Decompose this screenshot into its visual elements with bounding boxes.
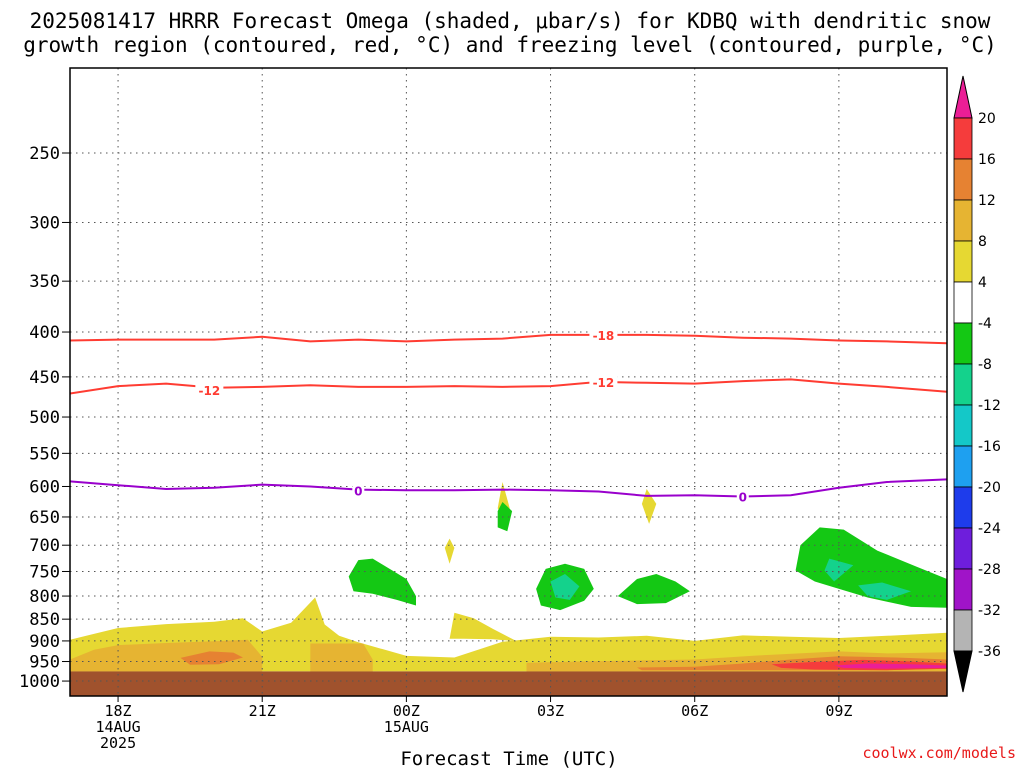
- omega-region-3: [444, 538, 455, 564]
- y-tick-label-12: 850: [29, 610, 60, 630]
- x-tick-label-2-1: 15AUG: [384, 718, 429, 736]
- y-tick-label-4: 450: [29, 368, 60, 388]
- colorbar-swatch-2: [953, 199, 973, 242]
- colorbar-swatch-7: [953, 404, 973, 447]
- contour-label-2-0: 0: [354, 484, 362, 498]
- x-tick-label-5-0: 09Z: [825, 702, 852, 720]
- colorbar-label-2: 12: [978, 193, 996, 209]
- omega-region-0: [70, 597, 947, 672]
- omega-region-19: [858, 582, 911, 600]
- y-tick-label-15: 1000: [19, 672, 60, 692]
- colorbar-swatch-10: [953, 527, 973, 570]
- colorbar: 20 16 12 8 4 -4 -8 -12 -16 -20 -24 -28 -32 -36: [953, 75, 1001, 693]
- y-tick-label-9: 700: [29, 536, 60, 556]
- colorbar-swatch-1: [953, 158, 973, 201]
- contour-label-bg-1-0: [195, 383, 224, 398]
- plot-frame: [69, 67, 948, 697]
- y-tick-label-7: 600: [29, 477, 60, 497]
- colorbar-top-arrow: [953, 75, 973, 119]
- contour-label-1-1: -12: [593, 376, 615, 390]
- colorbar-label-13: -36: [978, 644, 1001, 660]
- chart-title-line2: growth region (contoured, red, °C) and f…: [23, 33, 997, 57]
- contour-label-bg-2-1: [736, 489, 749, 504]
- colorbar-swatch-9: [953, 486, 973, 529]
- surface-layer: [70, 671, 947, 696]
- contour-lines: -18 -12 -12 0 0: [70, 327, 947, 505]
- omega-region-4: [641, 489, 657, 524]
- omega-region-18: [824, 558, 854, 582]
- y-tick-label-1: 300: [29, 213, 60, 233]
- colorbar-label-11: -28: [978, 562, 1001, 578]
- colorbar-swatch-11: [953, 568, 973, 611]
- colorbar-label-4: 4: [978, 275, 987, 291]
- colorbar-label-12: -32: [978, 603, 1001, 619]
- y-axis: 2503003504004505005506006507007508008509…: [19, 144, 70, 692]
- contour-label-2-1: 0: [739, 491, 747, 505]
- colorbar-swatch-6: [953, 363, 973, 406]
- colorbar-label-3: 8: [978, 234, 987, 250]
- y-tick-label-0: 250: [29, 144, 60, 164]
- y-tick-label-13: 900: [29, 632, 60, 652]
- y-tick-label-11: 800: [29, 587, 60, 607]
- x-tick-label-3-0: 03Z: [537, 702, 564, 720]
- omega-region-17: [550, 574, 580, 600]
- x-tick-label-4-0: 06Z: [681, 702, 708, 720]
- contour-line-0: [70, 333, 947, 345]
- y-tick-label-14: 950: [29, 653, 60, 673]
- watermark: coolwx.com/models: [862, 744, 1016, 762]
- omega-region-16: [795, 527, 947, 608]
- y-tick-label-8: 650: [29, 508, 60, 528]
- omega-region-1: [449, 612, 517, 642]
- colorbar-swatch-8: [953, 445, 973, 488]
- omega-region-6: [310, 643, 373, 672]
- x-axis-title: Forecast Time (UTC): [400, 748, 617, 768]
- contour-label-1-0: -12: [199, 384, 221, 398]
- contour-line-2: [70, 478, 947, 498]
- y-tick-label-10: 750: [29, 562, 60, 582]
- plot-area: -18 -12 -12 0 0: [70, 68, 947, 696]
- omega-region-11: [834, 663, 947, 669]
- chart-title-line1: 2025081417 HRRR Forecast Omega (shaded, …: [30, 9, 991, 33]
- x-tick-label-0-2: 2025: [100, 734, 136, 752]
- colorbar-label-1: 16: [978, 152, 996, 168]
- y-tick-label-5: 500: [29, 408, 60, 428]
- colorbar-label-10: -24: [978, 521, 1001, 537]
- omega-shading: [70, 482, 947, 672]
- colorbar-label-9: -20: [978, 480, 1001, 496]
- y-tick-label-3: 400: [29, 323, 60, 343]
- colorbar-swatch-12: [953, 609, 973, 652]
- surface-ground-fill: [70, 671, 947, 696]
- x-tick-label-0-1: 14AUG: [95, 718, 140, 736]
- x-tick-label-1-0: 21Z: [249, 702, 276, 720]
- contour-label-bg-2-0: [352, 483, 365, 498]
- colorbar-label-6: -8: [978, 357, 992, 373]
- colorbar-label-5: -4: [978, 316, 992, 332]
- contour-label-bg-1-1: [589, 374, 618, 389]
- omega-region-12: [348, 558, 416, 606]
- colorbar-bottom-arrow: [953, 650, 973, 693]
- colorbar-swatch-4: [953, 281, 973, 324]
- colorbar-label-0: 20: [978, 111, 996, 127]
- contour-label-bg-0-0: [589, 327, 618, 342]
- contour-label-0-0: -18: [593, 329, 615, 343]
- y-tick-label-2: 350: [29, 272, 60, 292]
- x-tick-label-2-0: 00Z: [393, 702, 420, 720]
- omega-region-15: [617, 574, 690, 605]
- omega-region-13: [497, 502, 513, 532]
- colorbar-swatch-0: [953, 117, 973, 160]
- colorbar-swatch-3: [953, 240, 973, 283]
- colorbar-label-8: -16: [978, 439, 1001, 455]
- colorbar-label-7: -12: [978, 398, 1001, 414]
- colorbar-swatch-5: [953, 322, 973, 365]
- x-tick-label-0-0: 18Z: [105, 702, 132, 720]
- y-tick-label-6: 550: [29, 444, 60, 464]
- grid-lines: [70, 68, 947, 696]
